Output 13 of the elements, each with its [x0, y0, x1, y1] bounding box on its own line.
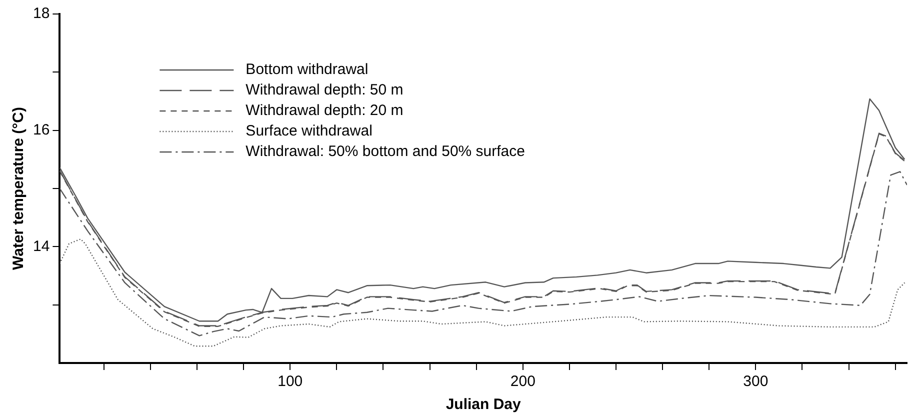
x-tick-label: 300	[743, 373, 768, 390]
y-tick-label: 16	[32, 121, 50, 138]
y-tick-label: 18	[32, 5, 50, 22]
legend-label: Withdrawal depth: 20 m	[246, 102, 404, 120]
legend-label: Withdrawal depth: 50 m	[246, 82, 404, 99]
x-tick-label: 200	[510, 373, 536, 390]
legend-label: Bottom withdrawal	[246, 61, 368, 78]
x-axis-title: Julian Day	[446, 396, 522, 414]
legend-label: Withdrawal: 50% bottom and 50% surface	[246, 143, 525, 160]
y-tick-label: 14	[32, 238, 50, 255]
legend-label: Surface withdrawal	[246, 122, 372, 140]
y-axis-title: Water temperature (°C)	[10, 107, 28, 270]
x-tick-label: 100	[278, 373, 303, 390]
